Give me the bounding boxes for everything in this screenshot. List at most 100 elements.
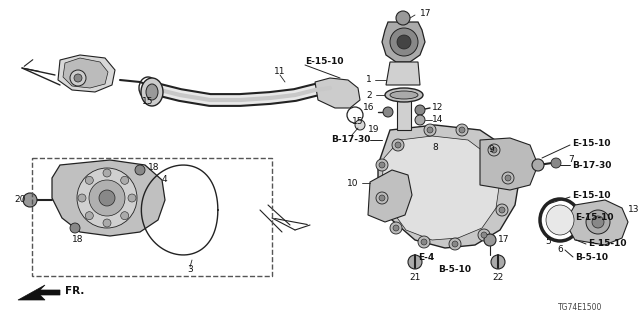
Text: B-5-10: B-5-10	[438, 266, 471, 275]
Circle shape	[355, 120, 365, 130]
Polygon shape	[315, 78, 360, 108]
Circle shape	[395, 142, 401, 148]
Circle shape	[78, 194, 86, 202]
Text: E-15-10: E-15-10	[572, 139, 611, 148]
Text: E-15-10: E-15-10	[588, 239, 627, 249]
Circle shape	[376, 159, 388, 171]
Circle shape	[383, 107, 393, 117]
Circle shape	[392, 139, 404, 151]
Circle shape	[99, 190, 115, 206]
Circle shape	[502, 172, 514, 184]
Text: 11: 11	[275, 68, 285, 76]
Circle shape	[452, 241, 458, 247]
Text: 14: 14	[432, 116, 444, 124]
Polygon shape	[382, 22, 425, 62]
Text: FR.: FR.	[65, 286, 84, 296]
Circle shape	[592, 216, 604, 228]
Circle shape	[532, 159, 544, 171]
Circle shape	[77, 168, 137, 228]
Circle shape	[85, 212, 93, 220]
Circle shape	[421, 239, 427, 245]
Circle shape	[459, 127, 465, 133]
Circle shape	[551, 158, 561, 168]
Circle shape	[397, 35, 411, 49]
Ellipse shape	[546, 205, 574, 235]
Circle shape	[505, 175, 511, 181]
Circle shape	[456, 124, 468, 136]
Text: 2: 2	[366, 91, 372, 100]
Polygon shape	[63, 58, 108, 88]
Circle shape	[408, 255, 422, 269]
Text: 19: 19	[368, 125, 380, 134]
Circle shape	[491, 255, 505, 269]
Text: 15: 15	[142, 98, 154, 107]
Text: 22: 22	[492, 274, 504, 283]
Text: 21: 21	[410, 274, 420, 283]
Text: 18: 18	[148, 164, 159, 172]
Ellipse shape	[141, 78, 163, 106]
Circle shape	[449, 238, 461, 250]
Text: 9: 9	[488, 146, 493, 155]
Text: 17: 17	[498, 236, 509, 244]
Text: 20: 20	[14, 196, 26, 204]
Bar	[32, 158, 272, 276]
Polygon shape	[480, 138, 538, 190]
Text: 3: 3	[187, 266, 193, 275]
Circle shape	[89, 180, 125, 216]
Circle shape	[121, 176, 129, 184]
Text: 7: 7	[568, 156, 573, 164]
Circle shape	[499, 207, 505, 213]
Text: 10: 10	[346, 179, 358, 188]
Circle shape	[396, 11, 410, 25]
Circle shape	[481, 232, 487, 238]
Ellipse shape	[385, 88, 423, 102]
Text: 1: 1	[366, 76, 372, 84]
Text: 16: 16	[362, 103, 374, 113]
Circle shape	[85, 176, 93, 184]
Text: 5: 5	[545, 237, 551, 246]
Circle shape	[484, 234, 496, 246]
Text: 15: 15	[352, 117, 364, 126]
Polygon shape	[382, 136, 500, 240]
Text: E-15-10: E-15-10	[305, 58, 344, 67]
Circle shape	[70, 70, 86, 86]
Text: B-17-30: B-17-30	[572, 161, 611, 170]
Circle shape	[427, 127, 433, 133]
Polygon shape	[397, 100, 411, 130]
Circle shape	[488, 144, 500, 156]
Polygon shape	[386, 62, 420, 85]
Circle shape	[23, 193, 37, 207]
Circle shape	[424, 124, 436, 136]
Circle shape	[121, 212, 129, 220]
Text: B-17-30: B-17-30	[331, 135, 370, 145]
Circle shape	[128, 194, 136, 202]
Circle shape	[70, 223, 80, 233]
Text: E-4: E-4	[418, 253, 435, 262]
Text: 13: 13	[628, 205, 639, 214]
Circle shape	[103, 169, 111, 177]
Text: B-5-10: B-5-10	[575, 253, 608, 262]
Ellipse shape	[390, 91, 418, 99]
Text: TG74E1500: TG74E1500	[558, 303, 602, 313]
Text: 8: 8	[432, 143, 438, 153]
Circle shape	[135, 165, 145, 175]
Circle shape	[478, 229, 490, 241]
Circle shape	[491, 147, 497, 153]
Text: E-15-10: E-15-10	[572, 190, 611, 199]
Text: 17: 17	[420, 10, 431, 19]
Circle shape	[415, 105, 425, 115]
Polygon shape	[378, 125, 520, 248]
Polygon shape	[58, 55, 115, 92]
Polygon shape	[565, 200, 628, 245]
Circle shape	[390, 28, 418, 56]
Text: 6: 6	[557, 245, 563, 254]
Text: 18: 18	[72, 236, 84, 244]
Circle shape	[586, 210, 610, 234]
Circle shape	[103, 219, 111, 227]
Polygon shape	[368, 170, 412, 222]
Text: 12: 12	[432, 103, 444, 113]
Text: E-15-10: E-15-10	[575, 213, 614, 222]
Circle shape	[379, 195, 385, 201]
Circle shape	[390, 222, 402, 234]
Circle shape	[415, 115, 425, 125]
